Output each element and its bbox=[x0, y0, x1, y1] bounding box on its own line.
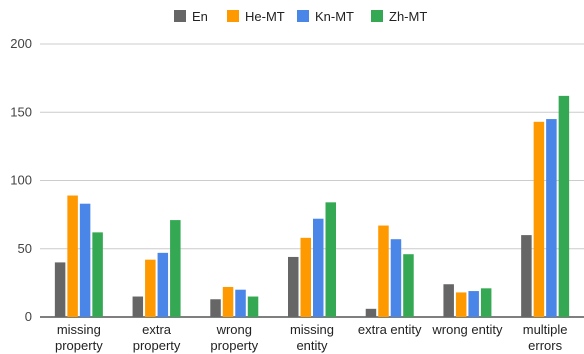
x-category-label: wrong bbox=[216, 322, 252, 337]
bar-zh-mt bbox=[92, 232, 103, 317]
x-category-label: missing bbox=[290, 322, 334, 337]
bar-he-mt bbox=[455, 292, 467, 317]
y-tick-label: 100 bbox=[10, 173, 32, 188]
bar-kn-mt bbox=[235, 289, 246, 317]
legend-label: Kn-MT bbox=[315, 9, 354, 24]
x-category-label: missing bbox=[57, 322, 101, 337]
bar-he-mt bbox=[300, 237, 311, 317]
bar-en bbox=[443, 284, 454, 317]
gridlines bbox=[40, 43, 584, 318]
legend-swatch bbox=[297, 10, 309, 22]
bar-kn-mt bbox=[546, 119, 557, 317]
y-tick-label: 200 bbox=[10, 36, 32, 51]
bar-he-mt bbox=[222, 286, 234, 317]
legend-swatch bbox=[371, 10, 383, 22]
y-tick-label: 150 bbox=[10, 104, 32, 119]
y-axis-ticks: 0 50 100 150 200 bbox=[10, 36, 32, 324]
x-category-label: property bbox=[133, 338, 181, 353]
bar-he-mt bbox=[378, 225, 389, 317]
bar-en bbox=[288, 256, 299, 317]
bar-zh-mt bbox=[325, 202, 336, 317]
y-tick-label: 50 bbox=[18, 241, 32, 256]
bar-kn-mt bbox=[390, 239, 402, 317]
x-category-label: extra bbox=[142, 322, 172, 337]
legend-label: En bbox=[192, 9, 208, 24]
bar-he-mt bbox=[67, 195, 78, 317]
bars bbox=[54, 95, 570, 318]
bar-en bbox=[54, 262, 66, 317]
x-category-label: extra entity bbox=[358, 322, 422, 337]
legend-label: He-MT bbox=[245, 9, 285, 24]
bar-he-mt bbox=[145, 259, 156, 317]
bar-en bbox=[521, 235, 532, 317]
bar-zh-mt bbox=[247, 296, 259, 317]
bar-kn-mt bbox=[79, 203, 91, 317]
bar-en bbox=[132, 296, 144, 317]
legend: En He-MT Kn-MT Zh-MT bbox=[174, 9, 427, 24]
bar-kn-mt bbox=[468, 291, 479, 317]
bar-zh-mt bbox=[558, 95, 570, 318]
bar-zh-mt bbox=[170, 220, 181, 317]
x-axis-labels: missingpropertyextrapropertywrongpropert… bbox=[55, 322, 568, 353]
x-category-label: entity bbox=[296, 338, 328, 353]
x-category-label: property bbox=[55, 338, 103, 353]
legend-label: Zh-MT bbox=[389, 9, 427, 24]
y-tick-label: 0 bbox=[25, 309, 32, 324]
x-category-label: property bbox=[210, 338, 258, 353]
bar-kn-mt bbox=[313, 218, 324, 317]
bar-en bbox=[365, 308, 377, 317]
bar-zh-mt bbox=[403, 254, 414, 317]
bar-kn-mt bbox=[157, 252, 169, 317]
legend-swatch bbox=[227, 10, 239, 22]
bar-he-mt bbox=[533, 121, 545, 318]
bar-zh-mt bbox=[480, 288, 492, 317]
x-category-label: wrong entity bbox=[431, 322, 503, 337]
x-category-label: multiple bbox=[523, 322, 568, 337]
bar-en bbox=[210, 299, 221, 317]
legend-swatch bbox=[174, 10, 186, 22]
x-category-label: errors bbox=[528, 338, 562, 353]
